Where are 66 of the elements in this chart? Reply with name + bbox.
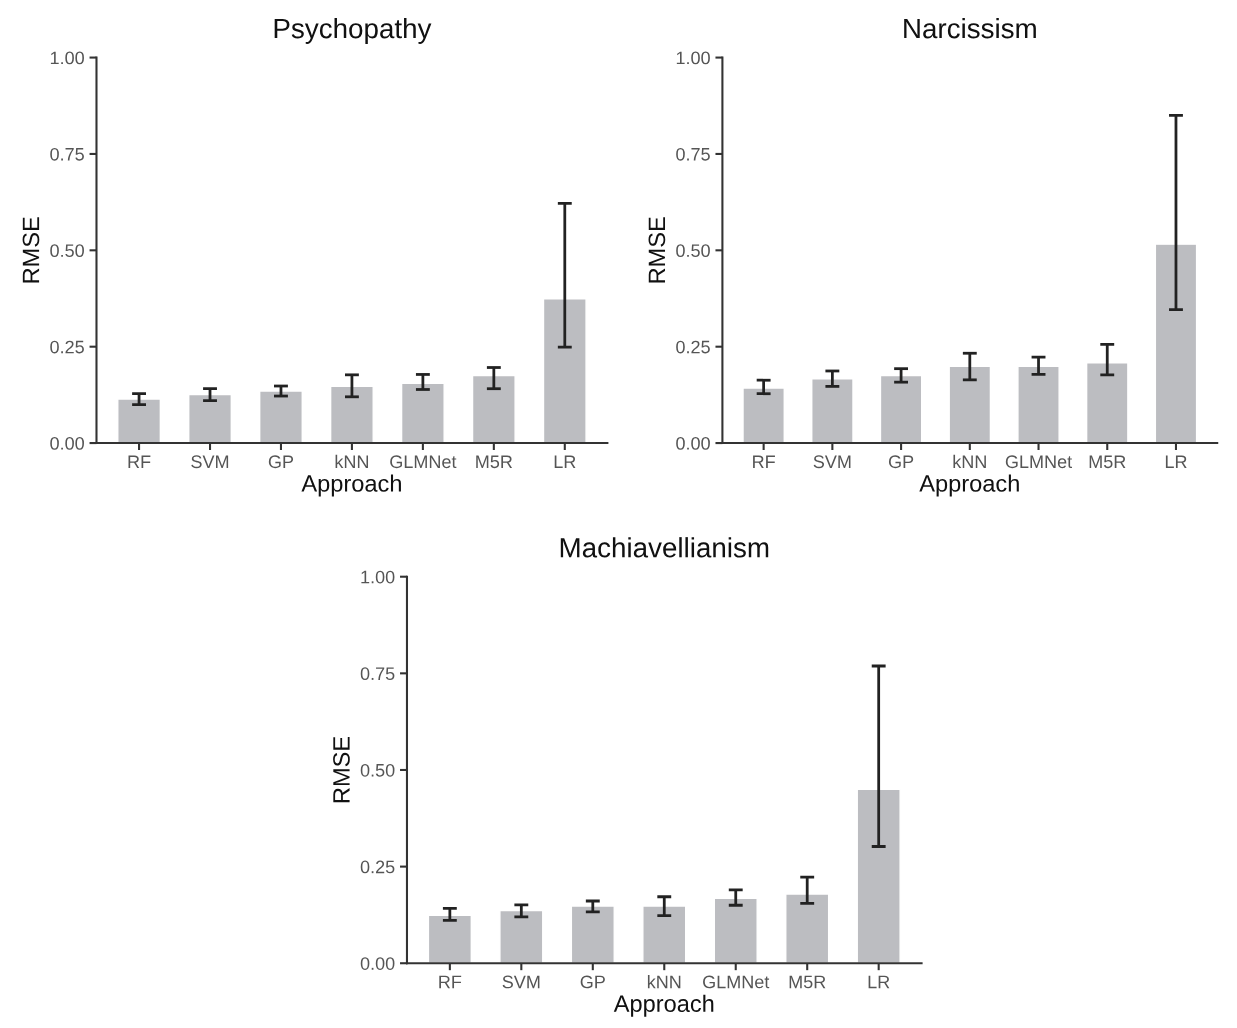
chart-title: Narcissism xyxy=(904,17,1036,39)
x-tick-label: M5R xyxy=(1089,455,1126,469)
x-tick-label: GP xyxy=(580,975,605,989)
x-tick-label: M5R xyxy=(476,455,513,469)
bar xyxy=(400,382,445,444)
y-tick-label: 0.75 xyxy=(50,147,84,161)
x-tick-label: SVM xyxy=(191,455,229,469)
x-tick-label: GLMNet xyxy=(1005,455,1073,469)
bar xyxy=(570,905,615,964)
bar xyxy=(811,377,854,444)
x-tick-label: kNN xyxy=(335,454,369,468)
bar xyxy=(471,374,516,444)
bar xyxy=(785,893,830,964)
bar xyxy=(258,390,303,444)
x-axis-title: Approach xyxy=(919,474,1019,497)
y-tick-label: 0.25 xyxy=(50,340,84,354)
bar xyxy=(188,393,232,444)
y-tick-label: 1.00 xyxy=(361,570,395,584)
bar xyxy=(542,298,587,444)
x-tick-label: M5R xyxy=(789,975,826,989)
bar xyxy=(117,398,162,444)
y-tick-label: 0.50 xyxy=(360,763,395,777)
y-tick-label: 0.50 xyxy=(676,244,710,258)
bar xyxy=(948,365,992,444)
bar xyxy=(742,387,785,444)
x-tick-label: kNN xyxy=(953,454,986,468)
x-axis-title: Approach xyxy=(613,994,714,1017)
x-tick-label: SVM xyxy=(502,975,540,989)
x-tick-label: LR xyxy=(554,455,576,468)
x-tick-label: SVM xyxy=(813,455,851,469)
bar xyxy=(1154,243,1198,444)
x-tick-label: RF xyxy=(128,455,151,468)
x-tick-label: kNN xyxy=(647,975,681,989)
y-tick-label: 0.00 xyxy=(676,437,710,450)
bar xyxy=(642,905,687,964)
y-tick-label: 0.75 xyxy=(360,667,395,681)
y-tick-label: 0.75 xyxy=(676,147,710,161)
bar xyxy=(1085,362,1129,444)
y-tick-label: 0.25 xyxy=(676,340,710,354)
y-tick-label: 1.00 xyxy=(50,51,84,65)
x-tick-label: GP xyxy=(888,455,914,469)
x-tick-label: RF xyxy=(439,975,462,989)
bar xyxy=(856,788,901,964)
bar xyxy=(329,385,374,444)
x-tick-label: GLMNet xyxy=(703,975,770,989)
x-tick-label: GLMNet xyxy=(390,455,457,469)
bar xyxy=(713,897,758,964)
x-tick-label: GP xyxy=(268,455,294,469)
chart-title: Machiavellianism xyxy=(560,537,769,558)
y-tick-label: 0.00 xyxy=(360,957,395,970)
y-axis-title: RMSE xyxy=(22,217,40,283)
y-tick-label: 0.50 xyxy=(50,244,84,258)
bar xyxy=(427,914,472,964)
bar xyxy=(879,374,923,444)
x-axis-title: Approach xyxy=(301,474,401,497)
bar xyxy=(1017,365,1060,444)
x-tick-label: LR xyxy=(868,975,890,989)
bar xyxy=(499,909,544,964)
y-tick-label: 0.25 xyxy=(360,860,395,874)
y-axis-title: RMSE xyxy=(648,217,666,283)
chart-title: Psychopathy xyxy=(274,17,432,44)
y-tick-label: 0.00 xyxy=(50,437,84,450)
y-tick-label: 1.00 xyxy=(676,51,710,65)
y-axis-title: RMSE xyxy=(333,736,350,803)
x-tick-label: LR xyxy=(1165,455,1187,468)
x-tick-label: RF xyxy=(753,455,775,468)
